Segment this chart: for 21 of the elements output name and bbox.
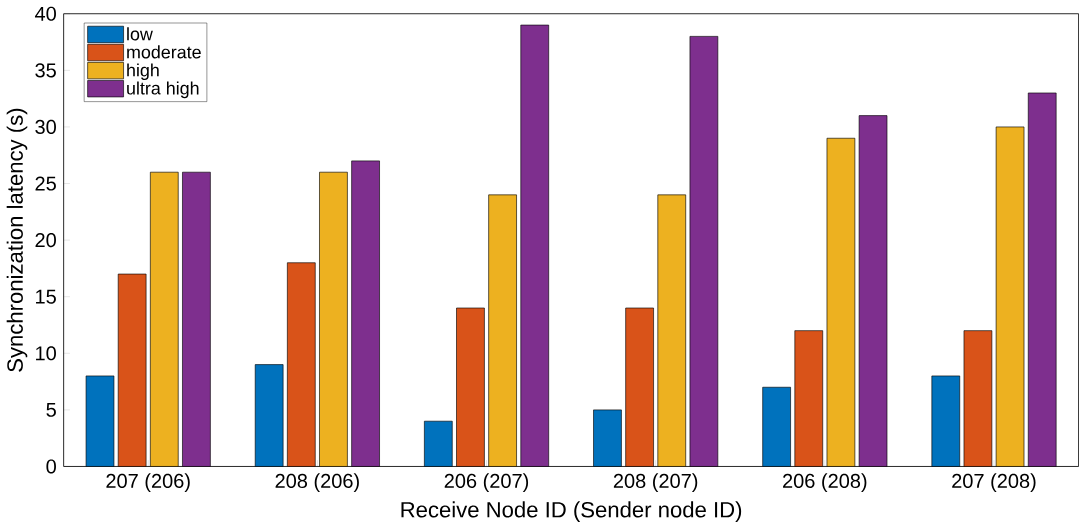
y-tick-label: 0 [46,459,56,474]
y-tick-label: 40 [34,6,56,22]
legend-label: low [127,27,153,41]
x-tick-label: 207 (208) [952,473,1036,493]
x-tick-label: 206 (207) [444,473,529,493]
y-tick-label: 35 [35,63,56,78]
legend-label: ultra high [127,81,199,99]
y-tick-label: 10 [36,346,56,361]
x-tick-label: 206 (208) [783,473,867,493]
x-tick-label: 207 (206) [106,473,190,493]
legend-label: high [127,63,159,81]
y-tick-label: 20 [35,233,56,248]
y-tick-label: 5 [46,403,56,418]
legend-label: moderate [127,45,201,59]
x-tick-label: 208 (206) [275,473,359,493]
y-tick-label: 30 [35,120,56,135]
x-axis-title: Receive Node ID (Sender node ID) [401,501,742,523]
y-tick-label: 15 [36,289,56,304]
y-tick-label: 25 [35,176,56,191]
x-tick-label: 208 (207) [613,473,698,493]
y-axis-title: Synchronization latency (s) [6,109,28,373]
